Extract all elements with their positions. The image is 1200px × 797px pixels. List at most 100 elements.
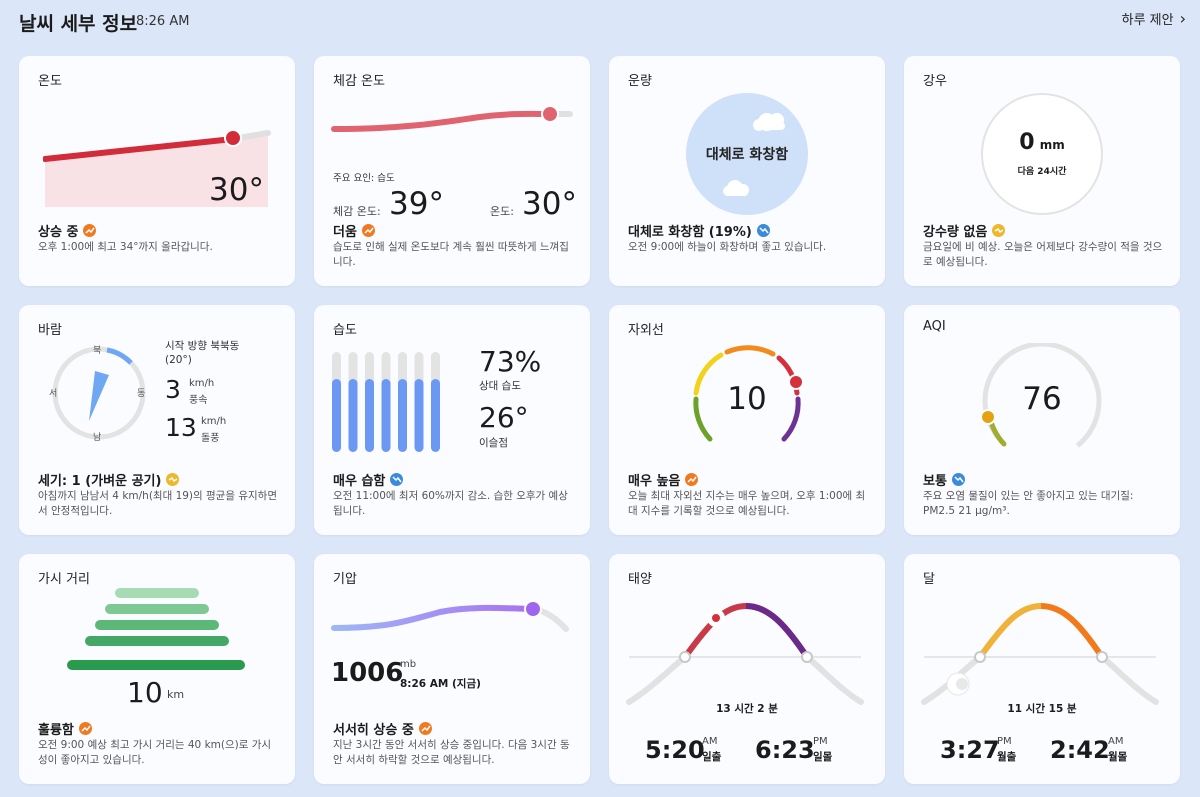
sunset-label: 일몰 (813, 751, 833, 763)
pressure-time: 8:26 AM (지금) (400, 678, 481, 690)
pressure-unit: mb (400, 659, 417, 670)
status-description: 지난 3시간 동안 서서히 상승 중입니다. 다음 3시간 동안 서서히 하락할… (333, 739, 570, 766)
trend-up-icon (361, 224, 375, 237)
precipitation-period: 다음 24시간 (1017, 167, 1067, 177)
wind-card[interactable]: 바람 북 동 남 서 시작 방향 북북동 (20°) 3 km/h 풍속 13 … (19, 305, 295, 535)
wind-compass (52, 346, 146, 440)
cloud-cover-card[interactable]: 운량 대체로 화창함 대체로 화창함 (19%) 오전 9:00에 하늘이 화창… (609, 56, 885, 286)
sunrise-label: 일출 (702, 751, 722, 763)
temp-value: 30° (522, 186, 577, 222)
relative-humidity-value: 73% (479, 345, 542, 378)
precipitation-card[interactable]: 강우 0 mm 다음 24시간 강수량 없음 금요일에 비 예상. 오늘은 어제… (904, 56, 1180, 286)
moon-card[interactable]: 달 11 시간 15 분 3:27 PM 월출 2:42 AM 월몰 (904, 554, 1180, 784)
moonset-label: 월몰 (1108, 751, 1128, 763)
status-label: 대체로 화창함 (19%) (628, 225, 752, 240)
humidity-bar-fill (381, 379, 391, 452)
status-label: 매우 높음 (628, 474, 681, 489)
card-title: 태양 (628, 572, 652, 587)
aqi-value: 76 (1022, 381, 1062, 417)
wind-speed-label: 풍속 (189, 395, 208, 406)
wind-degree: (20°) (165, 354, 192, 366)
humidity-bar-fill (365, 379, 374, 452)
feels-value: 39° (389, 186, 444, 222)
sunset-time: 6:23 (755, 736, 815, 764)
status-description: 금요일에 비 예상. 오늘은 어제보다 강수량이 적을 것으로 예상됩니다. (923, 241, 1163, 268)
trend-up-icon (83, 224, 97, 237)
card-title: 바람 (38, 323, 62, 338)
daily-suggestion-link[interactable]: 하루 제안 › (1122, 9, 1186, 28)
status-row: 매우 습함 (333, 470, 404, 489)
status-label: 세기: 1 (가벼운 공기) (38, 474, 162, 489)
sun-card[interactable]: 태양 13 시간 2 분 5:20 AM 일출 6:23 PM 일몰 (609, 554, 885, 784)
humidity-bar-fill (414, 379, 424, 452)
temperature-graph (43, 129, 271, 207)
humidity-bar-fill (348, 379, 358, 452)
card-title: 온도 (38, 74, 62, 89)
compass-west: 서 (49, 389, 58, 399)
trend-flat-icon (166, 473, 180, 486)
wind-speed: 3 (165, 375, 181, 404)
precipitation-unit: mm (1039, 138, 1065, 152)
status-label: 서서히 상승 중 (333, 723, 414, 738)
status-description: 오전 9:00 예상 최고 가시 거리는 40 km(으)로 가시성이 좋아지고… (38, 739, 272, 766)
status-description: 아침까지 남남서 4 km/h(최대 19)의 평균을 유지하면서 안정적입니다… (38, 490, 277, 517)
aqi-card[interactable]: AQI 76 보통 주요 오염 물질이 있는 안 좋아지고 있는 대기질: PM… (904, 305, 1180, 535)
status-description: 오전 11:00에 최저 60%까지 감소. 습한 오후가 예상됩니다. (333, 490, 568, 517)
moonrise-time: 3:27 (940, 736, 1000, 764)
pressure-card[interactable]: 기압 1006 mb 8:26 AM (지금) 서서히 상승 중 지난 3시간 … (314, 554, 590, 784)
status-description: 오전 9:00에 하늘이 화창하며 좋고 있습니다. (628, 241, 827, 253)
trend-down-icon (951, 473, 965, 486)
main-factor: 주요 요인: 습도 (333, 173, 395, 184)
status-label: 더움 (333, 225, 357, 240)
trend-up-icon (78, 722, 92, 735)
wind-gust-unit: km/h (201, 416, 227, 427)
visibility-graph (67, 588, 245, 670)
status-row: 매우 높음 (628, 470, 699, 489)
trend-up-icon (418, 722, 432, 735)
status-description: 오후 1:00에 최고 34°까지 올라갑니다. (38, 241, 213, 253)
feels-like-graph (331, 105, 573, 132)
relative-humidity-label: 상대 습도 (479, 380, 521, 392)
moonrise-label: 월출 (997, 751, 1017, 763)
chevron-right-icon: › (1179, 9, 1186, 28)
uv-index-card[interactable]: 자외선 10 매우 높음 오늘 최대 자외선 지수는 매우 높으며, 오후 1:… (609, 305, 885, 535)
sunrise-ampm: AM (702, 736, 718, 747)
trend-down-icon (756, 224, 770, 237)
page-title: 날씨 세부 정보 (19, 13, 138, 35)
compass-north: 북 (93, 346, 102, 356)
dew-point-value: 26° (479, 401, 529, 434)
pressure-value: 1006 (331, 658, 404, 688)
temp-label: 온도: (490, 205, 514, 218)
uv-value: 10 (727, 381, 767, 417)
trend-flat-icon (992, 224, 1006, 237)
card-title: 강우 (923, 74, 947, 89)
card-title: 운량 (628, 74, 652, 89)
temperature-card[interactable]: 온도 30° 상승 중 오후 1:00에 최고 34°까지 올라갑니다. (19, 56, 295, 286)
status-row: 대체로 화창함 (19%) (628, 221, 770, 240)
pressure-graph (331, 600, 569, 632)
temperature-value: 30° (209, 172, 264, 208)
feels-like-card[interactable]: 체감 온도 주요 요인: 습도 체감 온도: 39° 온도: 30° 더움 습도… (314, 56, 590, 286)
precipitation-amount: 0 (1019, 130, 1035, 155)
humidity-bars (332, 352, 440, 452)
wind-gust-label: 돌풍 (201, 433, 220, 444)
sunset-ampm: PM (813, 736, 828, 747)
status-row: 서서히 상승 중 (333, 719, 432, 738)
wind-gust: 13 (165, 413, 197, 442)
sun-arc-graph (626, 602, 864, 705)
status-description: 오늘 최대 자외선 지수는 매우 높으며, 오후 1:00에 최대 지수를 기록… (628, 490, 866, 517)
moon-arc-graph (921, 603, 1159, 705)
card-title: 자외선 (628, 323, 664, 338)
moonrise-ampm: PM (997, 736, 1012, 747)
card-title: 습도 (333, 323, 357, 338)
card-title: 가시 거리 (38, 572, 90, 587)
dew-point-label: 이슬점 (479, 437, 508, 449)
card-title: 기압 (333, 572, 357, 587)
card-title: AQI (923, 319, 946, 334)
status-row: 상승 중 (38, 221, 97, 240)
status-label: 훌륭함 (38, 723, 74, 738)
visibility-card[interactable]: 가시 거리 10 km 훌륭함 오전 9:00 예상 최고 가시 거리는 40 … (19, 554, 295, 784)
humidity-card[interactable]: 습도 73% 상대 습도 26° 이슬점 매우 습함 오전 11:00에 최저 … (314, 305, 590, 535)
trend-down-icon (390, 473, 404, 486)
status-row: 보통 (923, 470, 965, 489)
